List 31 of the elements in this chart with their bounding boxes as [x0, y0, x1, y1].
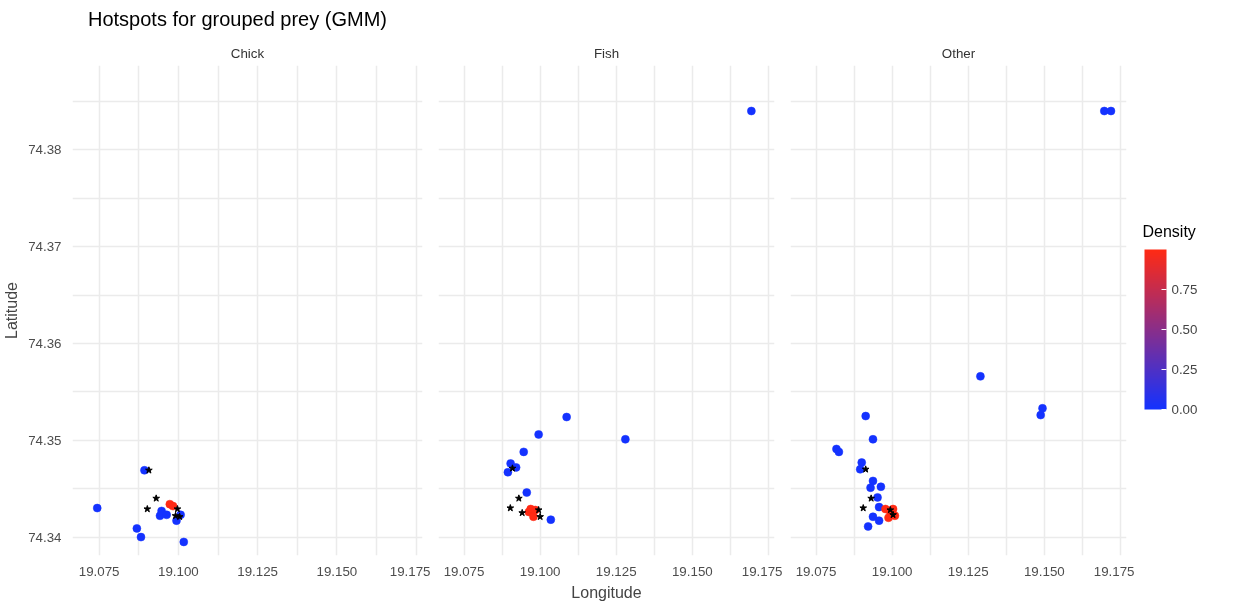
chart-subtitle: Other [941, 45, 976, 61]
x-tick-label: 19.125 [595, 563, 637, 579]
x-tick-label: 19.100 [871, 563, 913, 579]
x-tick-label: 19.100 [519, 563, 561, 579]
x-tick-label: 19.175 [1093, 563, 1135, 579]
x-tick-label: 19.150 [316, 563, 358, 579]
chart-title: Hotspots for grouped prey (GMM) [88, 7, 387, 32]
x-tick-label: 19.150 [671, 563, 713, 579]
x-tick-label: 19.125 [237, 563, 279, 579]
x-tick-label: 19.075 [78, 563, 120, 579]
x-tick-label: 19.100 [158, 563, 199, 579]
x-tick-label: 19.150 [1023, 563, 1065, 579]
y-tick-label: 74.38 [28, 142, 62, 158]
y-tick-label: 74.35 [28, 432, 62, 448]
x-tick-label: 19.125 [947, 563, 989, 579]
x-tick-label: 19.075 [443, 563, 485, 579]
y-axis-title: Latitude [3, 281, 21, 339]
y-tick-label: 74.34 [28, 529, 63, 545]
color-bar-label: 0.50 [1171, 322, 1198, 337]
x-axis-title: Longitude [571, 583, 642, 601]
x-tick-label: 19.175 [389, 563, 431, 579]
chart-subtitle: Fish [593, 45, 620, 61]
color-bar-title: Density [1142, 222, 1196, 240]
color-bar-label: 0.75 [1171, 282, 1198, 297]
color-bar-label: 0.25 [1171, 362, 1198, 377]
y-tick-label: 74.36 [28, 335, 62, 351]
color-bar-label: 0.00 [1171, 402, 1198, 417]
chart-subtitle: Chick [230, 45, 265, 61]
x-tick-label: 19.075 [795, 563, 837, 579]
y-tick-label: 74.37 [28, 239, 62, 255]
x-tick-label: 19.175 [741, 563, 783, 579]
